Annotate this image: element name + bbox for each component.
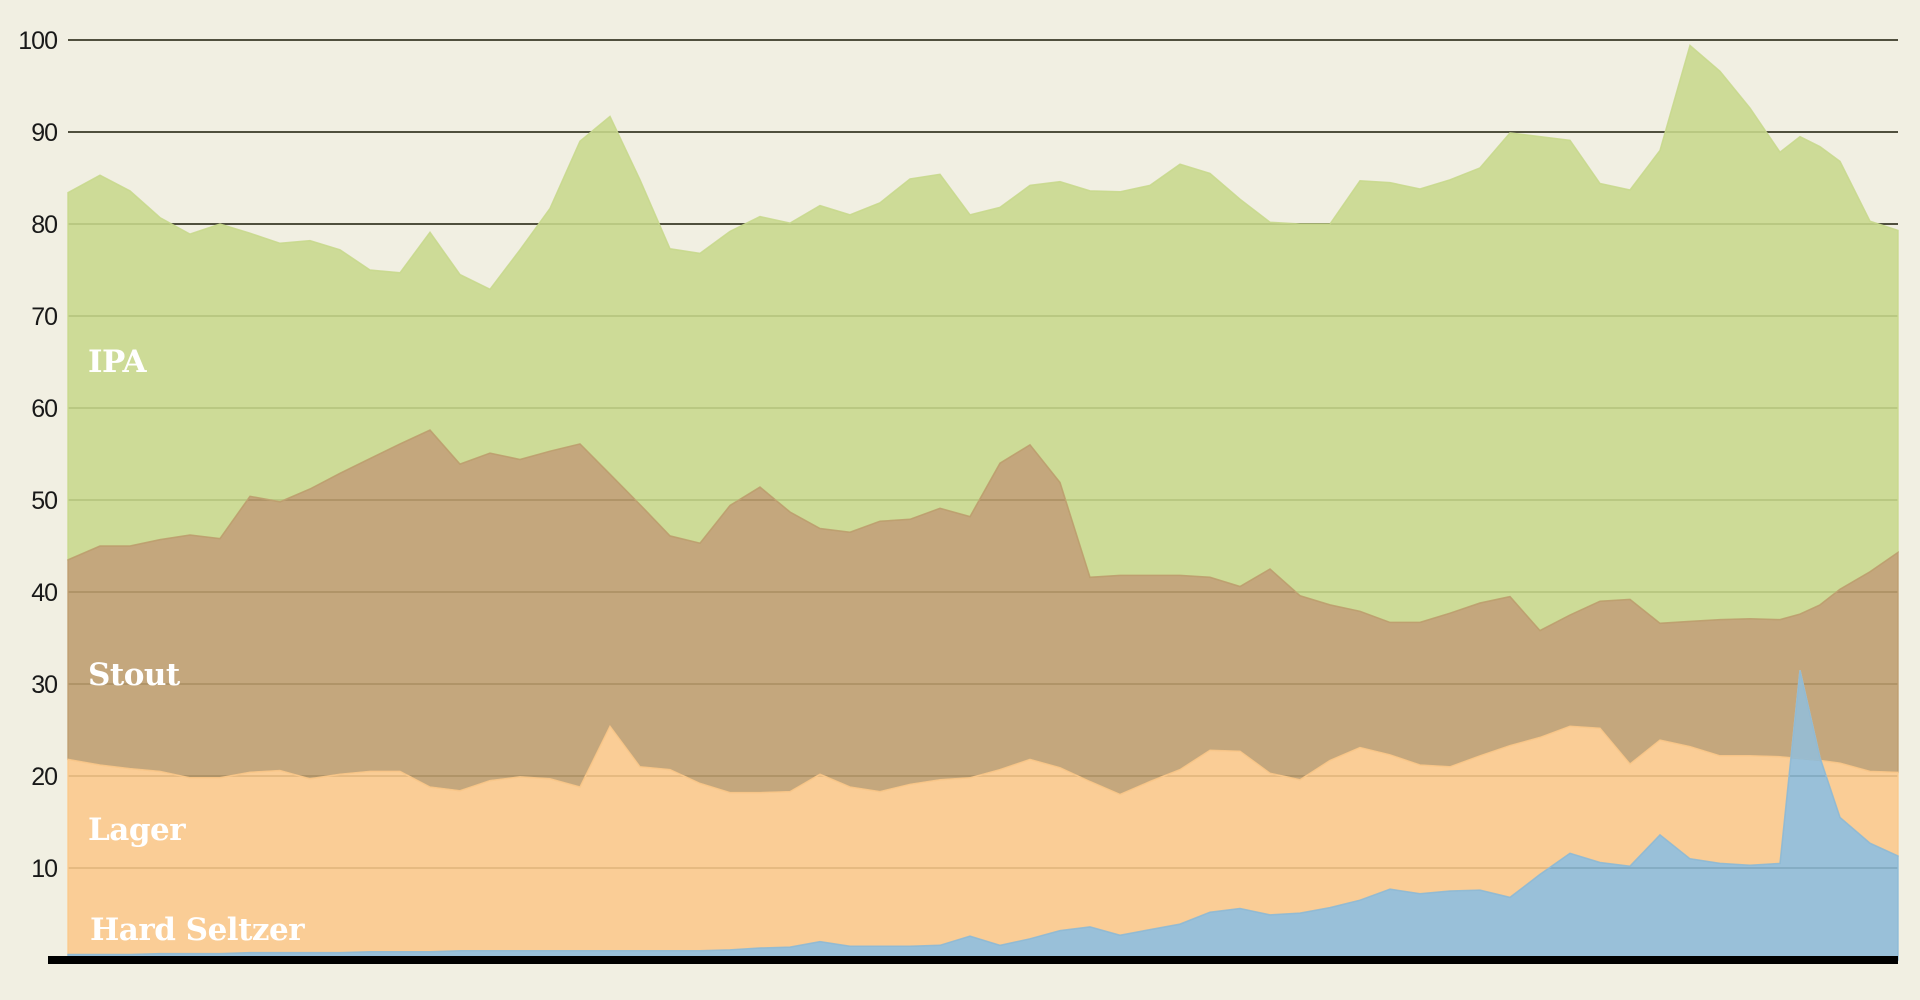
series-labels: IPA Stout Lager Hard Seltzer: [88, 344, 306, 948]
y-tick-label-80: 80: [31, 211, 57, 239]
y-axis-tick-labels: 100 90 80 70 60 50 40 30 20 10: [18, 27, 58, 883]
area-bands: [67, 44, 1899, 961]
hard-seltzer-area: [67, 670, 1899, 961]
hard-seltzer-area-label: Hard Seltzer: [90, 912, 305, 948]
lager-area-label: Lager: [88, 812, 186, 848]
y-tick-label-70: 70: [31, 303, 57, 331]
x-axis-baseline: [48, 956, 1898, 964]
ipa-area-label: IPA: [88, 344, 148, 380]
stout-area-label: Stout: [88, 657, 181, 693]
y-tick-label-90: 90: [31, 119, 57, 147]
y-tick-label-30: 30: [31, 671, 57, 699]
y-tick-label-60: 60: [31, 395, 57, 423]
y-tick-label-10: 10: [31, 855, 57, 883]
y-tick-label-20: 20: [31, 763, 57, 791]
y-tick-label-40: 40: [31, 579, 57, 607]
y-tick-label-50: 50: [31, 487, 57, 515]
y-tick-label-100: 100: [18, 27, 57, 55]
